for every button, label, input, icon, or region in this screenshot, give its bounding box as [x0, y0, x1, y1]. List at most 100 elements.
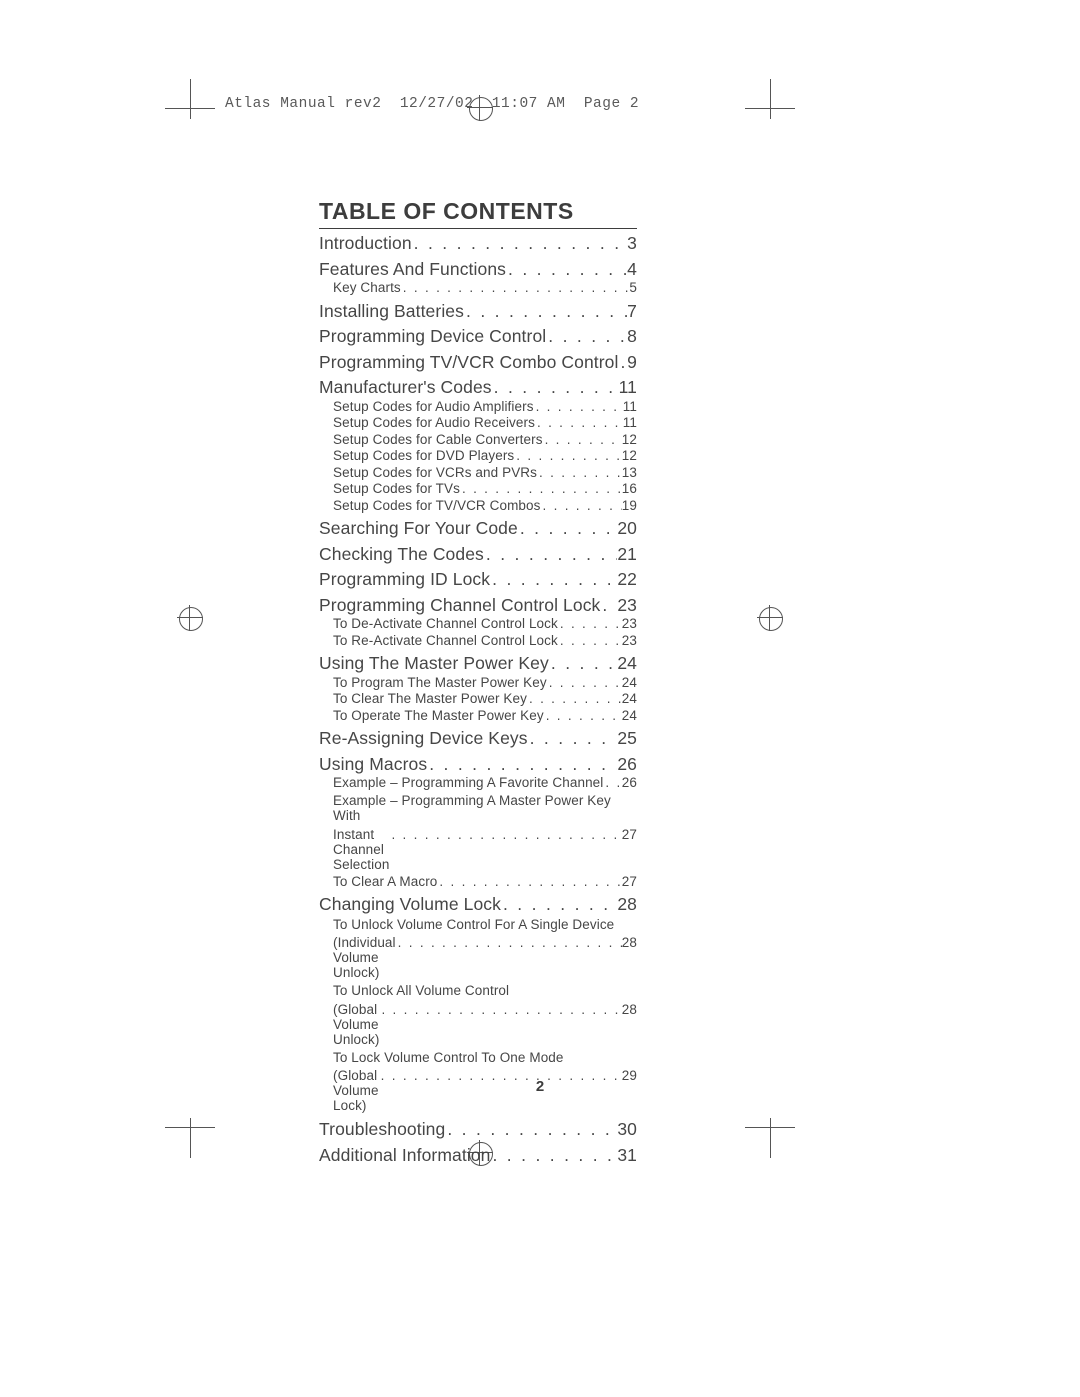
toc-label: Using Macros [319, 756, 427, 774]
toc-label: To Unlock Volume Control For A Single De… [333, 917, 639, 933]
toc-leader-dots: . . . . . . . . . . . . . . . . . . . . … [619, 354, 628, 372]
toc-subentry-multiline: To Unlock All Volume Control (Global Volu… [319, 983, 639, 1047]
toc-leader-dots: . . . . . . . . . . . . . . . . . . . . … [547, 676, 622, 690]
toc-leader-dots: . . . . . . . . . . . . . . . . . . . . … [460, 482, 622, 496]
toc-subentry: To De-Activate Channel Control Lock. . .… [319, 617, 637, 631]
toc-leader-dots: . . . . . . . . . . . . . . . . . . . . … [549, 655, 617, 673]
toc-leader-dots: . . . . . . . . . . . . . . . . . . . . … [534, 400, 623, 414]
toc-leader-dots: . . . . . . . . . . . . . . . . . . . . … [490, 571, 617, 589]
toc-page: 12 [622, 449, 637, 463]
crop-mark [165, 1127, 215, 1128]
toc-label: To Operate The Master Power Key [333, 709, 544, 723]
toc-subentry: Setup Codes for Audio Receivers. . . . .… [319, 416, 637, 430]
crop-mark [770, 79, 771, 119]
crop-mark [770, 1118, 771, 1158]
toc-page: 11 [619, 379, 637, 397]
toc-label: Setup Codes for Audio Receivers [333, 416, 535, 430]
toc-label: Instant Channel Selection [333, 827, 389, 872]
toc-leader-dots: . . . . . . . . . . . . . . . . . . . . … [484, 546, 617, 564]
toc-page: 11 [623, 416, 637, 430]
toc-page: 31 [617, 1147, 637, 1165]
crop-mark [190, 1118, 191, 1158]
toc-label: Setup Codes for Cable Converters [333, 433, 543, 447]
toc-label: Re-Assigning Device Keys [319, 730, 528, 748]
toc-label: Additional Information [319, 1147, 490, 1165]
toc-label: To Clear A Macro [333, 875, 437, 889]
toc-subentry-multiline: Example – Programming A Master Power Key… [319, 793, 639, 872]
toc-label: To Lock Volume Control To One Mode [333, 1050, 639, 1066]
toc-entry: Programming TV/VCR Combo Control. . . . … [319, 354, 637, 372]
toc-page: 19 [622, 499, 637, 513]
toc-leader-dots: . . . . . . . . . . . . . . . . . . . . … [600, 597, 617, 615]
toc-label: Programming TV/VCR Combo Control [319, 354, 619, 372]
toc-leader-dots: . . . . . . . . . . . . . . . . . . . . … [603, 776, 621, 790]
toc-leader-dots: . . . . . . . . . . . . . . . . . . . . … [514, 449, 622, 463]
toc-leader-dots: . . . . . . . . . . . . . . . . . . . . … [558, 617, 622, 631]
toc-leader-dots: . . . . . . . . . . . . . . . . . . . . … [401, 281, 630, 295]
toc-label: To Unlock All Volume Control [333, 983, 639, 999]
crop-mark [745, 108, 795, 109]
toc-label: To Program The Master Power Key [333, 676, 547, 690]
toc-label: Changing Volume Lock [319, 896, 501, 914]
toc-label: (Individual Volume Unlock) [333, 935, 396, 980]
toc-page: 11 [623, 400, 637, 414]
toc-page: 30 [617, 1121, 637, 1139]
toc-leader-dots: . . . . . . . . . . . . . . . . . . . . … [492, 379, 619, 397]
toc-page: 13 [622, 466, 637, 480]
toc-label: Programming ID Lock [319, 571, 490, 589]
toc-page: 25 [617, 730, 637, 748]
toc-label: Key Charts [333, 281, 401, 295]
toc-page: 21 [617, 546, 637, 564]
toc-label: Checking The Codes [319, 546, 484, 564]
page-number: 2 [0, 1078, 1080, 1095]
toc-label: Using The Master Power Key [319, 655, 549, 673]
toc-subentry: Setup Codes for TV/VCR Combos. . . . . .… [319, 499, 637, 513]
title-rule [319, 228, 637, 229]
crop-mark [745, 1127, 795, 1128]
toc-entry: Introduction. . . . . . . . . . . . . . … [319, 235, 637, 253]
toc-page: 24 [617, 655, 637, 673]
toc-subentry: To Clear The Master Power Key. . . . . .… [319, 692, 637, 706]
toc-page: 5 [629, 281, 637, 295]
toc-entry: Using Macros. . . . . . . . . . . . . . … [319, 756, 637, 774]
toc-entry: Programming Device Control. . . . . . . … [319, 328, 637, 346]
toc-entry: Additional Information. . . . . . . . . … [319, 1147, 637, 1165]
toc-leader-dots: . . . . . . . . . . . . . . . . . . . . … [544, 709, 622, 723]
toc-leader-dots: . . . . . . . . . . . . . . . . . . . . … [537, 466, 622, 480]
toc-page: 28 [617, 896, 637, 914]
toc-leader-dots: . . . . . . . . . . . . . . . . . . . . … [543, 433, 622, 447]
toc-label: To Re-Activate Channel Control Lock [333, 634, 558, 648]
toc-leader-dots: . . . . . . . . . . . . . . . . . . . . … [379, 1002, 621, 1017]
toc-label: Setup Codes for Audio Amplifiers [333, 400, 534, 414]
toc-entry: Changing Volume Lock. . . . . . . . . . … [319, 896, 637, 914]
toc-label: Example – Programming A Favorite Channel [333, 776, 603, 790]
toc-subentry: To Clear A Macro. . . . . . . . . . . . … [319, 875, 637, 889]
toc-page: 23 [622, 617, 637, 631]
toc-label: To Clear The Master Power Key [333, 692, 527, 706]
toc-leader-dots: . . . . . . . . . . . . . . . . . . . . … [518, 520, 618, 538]
print-header: Atlas Manual rev2 12/27/02 11:07 AM Page… [225, 96, 639, 112]
toc-label: Setup Codes for DVD Players [333, 449, 514, 463]
toc-page: 24 [622, 676, 637, 690]
toc-leader-dots: . . . . . . . . . . . . . . . . . . . . … [546, 328, 627, 346]
toc-page: 27 [622, 827, 637, 842]
toc-label: (Global Volume Unlock) [333, 1002, 379, 1047]
toc-page: 4 [627, 261, 637, 279]
toc-entry: Checking The Codes. . . . . . . . . . . … [319, 546, 637, 564]
toc-leader-dots: . . . . . . . . . . . . . . . . . . . . … [437, 875, 621, 889]
toc-leader-dots: . . . . . . . . . . . . . . . . . . . . … [506, 261, 627, 279]
toc-page: 3 [627, 235, 637, 253]
toc-page: 16 [622, 482, 637, 496]
toc-label: Manufacturer's Codes [319, 379, 492, 397]
toc-subentry: To Program The Master Power Key. . . . .… [319, 676, 637, 690]
toc-page: 22 [617, 571, 637, 589]
toc-subentry: Setup Codes for TVs. . . . . . . . . . .… [319, 482, 637, 496]
toc-label: Programming Device Control [319, 328, 546, 346]
toc-label: Installing Batteries [319, 303, 464, 321]
toc-subentry: To Operate The Master Power Key. . . . .… [319, 709, 637, 723]
toc-subentry: Example – Programming A Favorite Channel… [319, 776, 637, 790]
toc-page: 26 [622, 776, 637, 790]
crop-mark [165, 108, 215, 109]
toc-page: 8 [627, 328, 637, 346]
toc-page: 28 [622, 935, 637, 950]
